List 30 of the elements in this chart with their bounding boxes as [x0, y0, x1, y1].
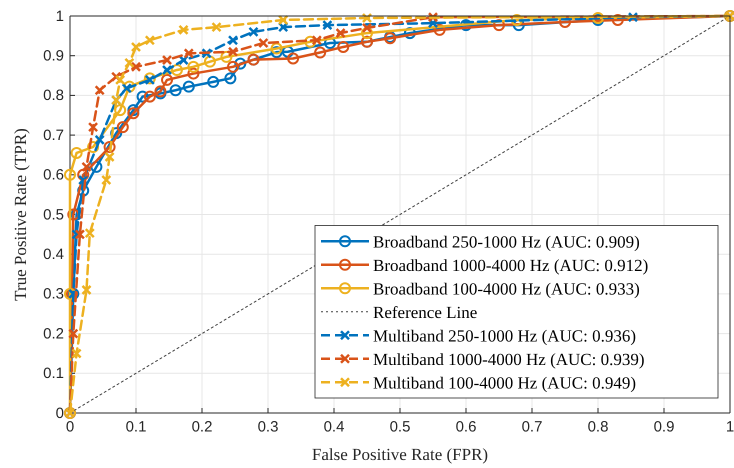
legend-label: Multiband 250-1000 Hz (AUC: 0.936) [373, 326, 636, 346]
x-tick-label: 0.7 [522, 418, 542, 436]
x-tick-label: 1 [726, 418, 734, 436]
legend-label: Broadband 100-4000 Hz (AUC: 0.933) [373, 279, 640, 298]
x-axis-title: False Positive Rate (FPR) [312, 445, 488, 464]
x-tick-label: 0.9 [654, 418, 674, 436]
legend-label: Multiband 1000-4000 Hz (AUC: 0.939) [373, 350, 645, 369]
legend-label: Broadband 1000-4000 Hz (AUC: 0.912) [373, 256, 648, 275]
x-tick-label: 0.1 [126, 418, 146, 436]
y-axis-title: True Positive Rate (TPR) [11, 128, 30, 301]
legend-label: Broadband 250-1000 Hz (AUC: 0.909) [373, 232, 640, 252]
x-tick-label: 0.5 [390, 418, 410, 436]
y-tick-label: 0.8 [43, 87, 64, 104]
x-tick-label: 0.2 [192, 418, 212, 436]
x-tick-label: 0.6 [456, 418, 476, 436]
y-tick-label: 0.4 [43, 246, 64, 263]
y-tick-label: 0.2 [43, 325, 64, 342]
y-tick-label: 0.3 [43, 286, 64, 303]
legend-label: Reference Line [373, 302, 478, 322]
y-tick-label: 0 [56, 404, 64, 422]
y-tick-label: 0.9 [43, 48, 64, 64]
y-tick-label: 0.7 [43, 126, 64, 144]
y-tick-label: 1 [56, 8, 64, 25]
x-tick-label: 0.8 [588, 418, 608, 436]
y-tick-label: 0.1 [43, 365, 64, 382]
y-tick-label: 0.6 [43, 166, 64, 184]
x-tick-label: 0.3 [258, 418, 278, 436]
x-tick-label: 0.4 [324, 418, 344, 436]
y-tick-label: 0.5 [43, 206, 64, 224]
legend-label: Multiband 100-4000 Hz (AUC: 0.949) [373, 373, 636, 392]
